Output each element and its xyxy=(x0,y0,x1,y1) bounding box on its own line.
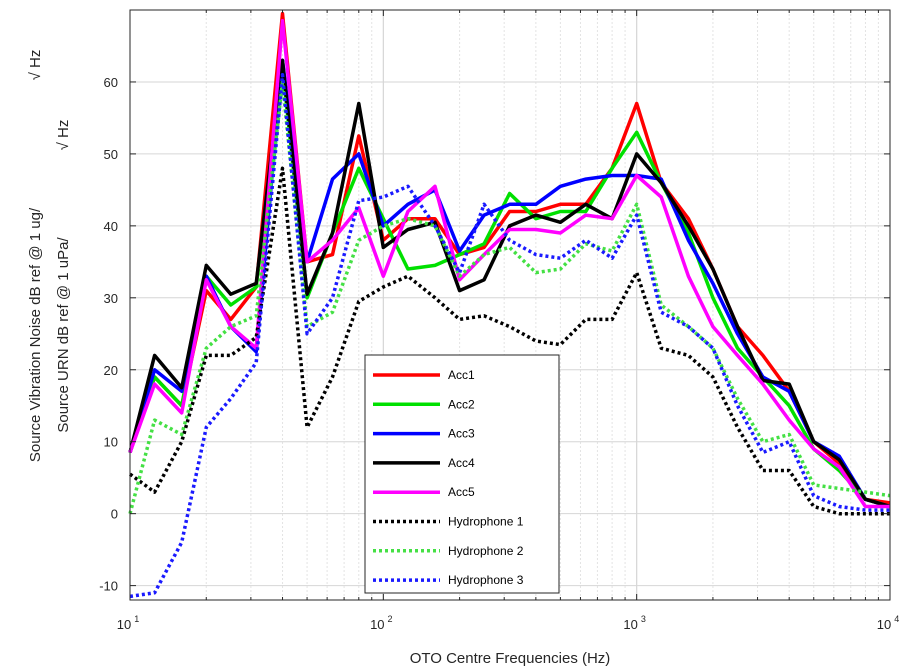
legend-label-hydrophone-1: Hydrophone 1 xyxy=(448,515,524,529)
x-tick-label: 10 1 xyxy=(117,614,139,632)
legend-box xyxy=(364,354,560,594)
series-lines xyxy=(128,11,891,599)
y-axis-sqrt-hz-2: √ Hz xyxy=(55,120,72,151)
legend-label-hydrophone-2: Hydrophone 2 xyxy=(448,544,524,558)
legend-label-acc4: Acc4 xyxy=(448,456,475,470)
x-tick-label: 10 4 xyxy=(877,614,899,632)
plot-frame xyxy=(129,9,891,601)
axis-ticks: 10 1 10 2 10 3 10 4 -10 0 10 20 30 40 50 60 xyxy=(99,10,899,632)
legend-label-acc5: Acc5 xyxy=(448,485,475,499)
legend-label-hydrophone-3: Hydrophone 3 xyxy=(448,573,524,587)
y-tick-label: 10 xyxy=(104,435,118,450)
legend-label-acc3: Acc3 xyxy=(448,427,475,441)
legend: Acc1 Acc2 Acc3 Acc4 Acc5 Hydrophone 1 Hydropho… xyxy=(364,354,560,594)
legend-label-acc2: Acc2 xyxy=(448,397,475,411)
y-axis-sqrt-hz-1: √ Hz xyxy=(27,50,44,81)
y-tick-label: 50 xyxy=(104,147,118,162)
series-line-acc4 xyxy=(128,58,891,509)
y-tick-label: 60 xyxy=(104,75,118,90)
series-line-hydrophone-2 xyxy=(128,80,891,515)
y-tick-label: -10 xyxy=(99,579,118,594)
y-tick-label: 0 xyxy=(111,507,118,522)
series-line-hydrophone-3 xyxy=(129,73,890,599)
x-tick-label: 10 2 xyxy=(370,614,392,632)
x-tick-label: 10 3 xyxy=(623,614,645,632)
legend-label-acc1: Acc1 xyxy=(448,368,475,382)
y-tick-label: 30 xyxy=(104,291,118,306)
y-axis-label-line-2: Source URN dB ref @ 1 uPa/ xyxy=(55,237,72,433)
y-tick-label: 20 xyxy=(104,363,118,378)
legend-items: Acc1 Acc2 Acc3 Acc4 Acc5 Hydrophone 1 Hydropho… xyxy=(373,368,524,587)
x-axis-label: OTO Centre Frequencies (Hz) xyxy=(410,650,611,666)
y-tick-label: 40 xyxy=(104,219,118,234)
y-axis-label-line-1: Source Vibration Noise dB ref @ 1 ug/ xyxy=(27,207,44,462)
